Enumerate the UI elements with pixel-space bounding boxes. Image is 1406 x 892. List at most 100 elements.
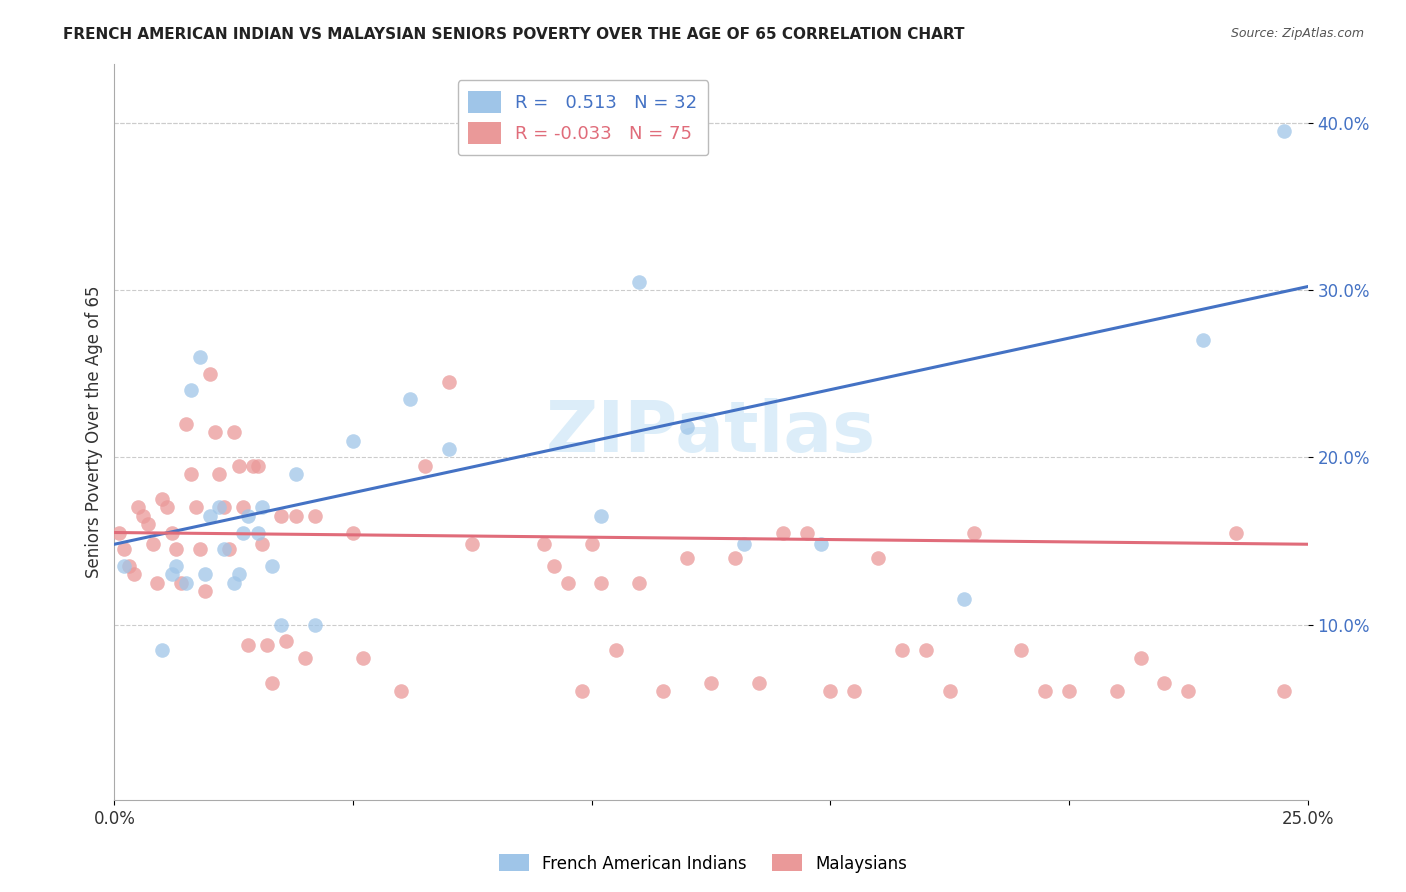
Point [132,508,155,523]
Legend: R =   0.513   N = 32, R = -0.033   N = 75: R = 0.513 N = 32, R = -0.033 N = 75 [457,80,709,155]
Point [748,676,770,690]
Point [212,542,235,557]
Point [256,638,278,652]
Point [166,559,188,574]
Point [389,684,412,698]
Point [127,500,149,515]
Point [591,508,613,523]
Point [242,458,264,473]
Point [591,575,613,590]
Point [962,525,984,540]
Point [413,458,436,473]
Point [1153,676,1175,690]
Point [252,500,274,515]
Point [236,508,259,523]
Point [284,508,307,523]
Point [810,537,832,551]
Point [914,642,936,657]
Point [232,525,254,540]
Point [676,550,699,565]
Point [1010,642,1032,657]
Point [1272,684,1295,698]
Point [142,537,165,551]
Point [194,567,217,582]
Point [294,651,316,665]
Point [891,642,914,657]
Point [733,537,755,551]
Point [628,575,651,590]
Point [222,575,245,590]
Y-axis label: Seniors Poverty Over the Age of 65: Seniors Poverty Over the Age of 65 [86,286,103,578]
Point [260,676,283,690]
Point [204,425,226,439]
Point [174,417,197,431]
Point [844,684,866,698]
Point [700,676,723,690]
Point [1105,684,1128,698]
Point [796,525,818,540]
Point [232,500,254,515]
Point [276,634,298,648]
Point [184,500,207,515]
Point [938,684,960,698]
Point [150,491,173,506]
Legend: French American Indians, Malaysians: French American Indians, Malaysians [492,847,914,880]
Point [399,392,422,406]
Point [228,458,250,473]
Point [953,592,976,607]
Point [772,525,794,540]
Point [212,500,235,515]
Point [236,638,259,652]
Point [198,367,221,381]
Point [246,458,269,473]
Point [180,384,202,398]
Point [228,567,250,582]
Point [180,467,202,481]
Point [724,550,747,565]
Point [533,537,555,551]
Point [108,525,131,540]
Point [437,442,460,456]
Point [122,567,145,582]
Point [252,537,274,551]
Point [156,500,179,515]
Point [166,542,188,557]
Text: Source: ZipAtlas.com: Source: ZipAtlas.com [1230,27,1364,40]
Point [222,425,245,439]
Point [342,434,364,448]
Point [150,642,173,657]
Point [194,584,217,599]
Point [628,275,651,289]
Point [342,525,364,540]
Point [571,684,593,698]
Point [218,542,240,557]
Point [198,508,221,523]
Point [581,537,603,551]
Point [557,575,579,590]
Point [352,651,374,665]
Text: FRENCH AMERICAN INDIAN VS MALAYSIAN SENIORS POVERTY OVER THE AGE OF 65 CORRELATI: FRENCH AMERICAN INDIAN VS MALAYSIAN SENI… [63,27,965,42]
Point [605,642,627,657]
Point [174,575,197,590]
Point [270,508,292,523]
Point [160,525,183,540]
Point [208,500,231,515]
Point [284,467,307,481]
Point [112,542,135,557]
Point [118,559,141,574]
Point [676,420,699,434]
Point [461,537,484,551]
Point [160,567,183,582]
Point [1129,651,1152,665]
Point [304,617,326,632]
Point [1177,684,1199,698]
Point [820,684,842,698]
Point [146,575,169,590]
Point [1225,525,1247,540]
Point [270,617,292,632]
Point [1191,333,1213,347]
Point [188,350,211,364]
Point [188,542,211,557]
Point [304,508,326,523]
Point [170,575,193,590]
